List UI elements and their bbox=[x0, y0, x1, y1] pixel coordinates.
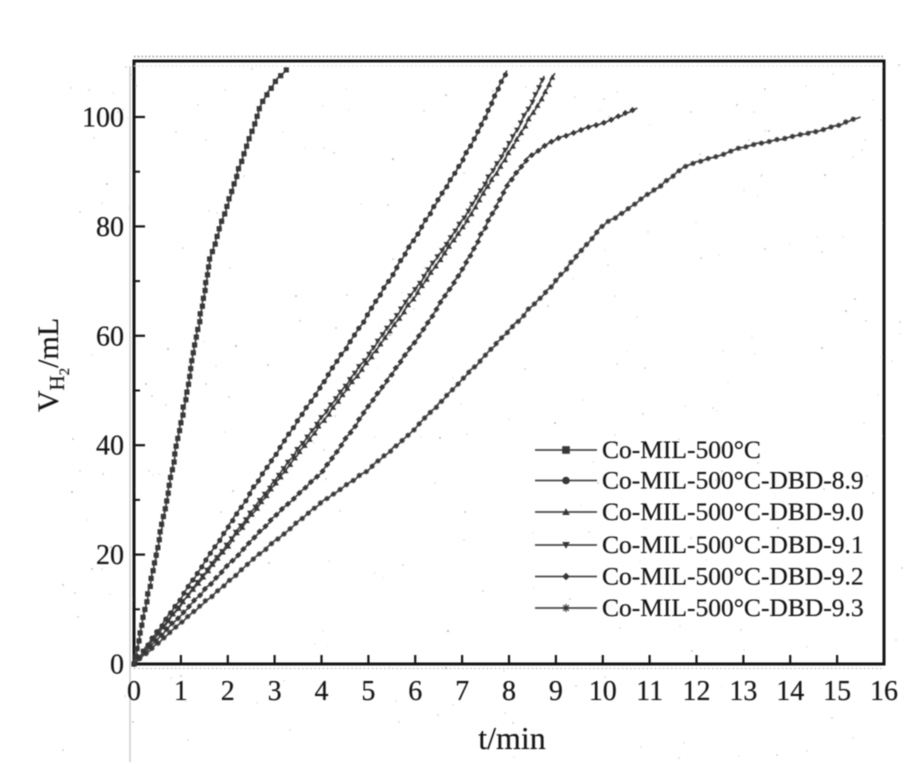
svg-text:2: 2 bbox=[221, 676, 235, 707]
svg-text:15: 15 bbox=[823, 676, 851, 707]
svg-text:6: 6 bbox=[408, 676, 422, 707]
svg-text:14: 14 bbox=[776, 676, 804, 707]
svg-text:Co-MIL-500°C-DBD-9.2: Co-MIL-500°C-DBD-9.2 bbox=[602, 562, 864, 591]
svg-text:5: 5 bbox=[361, 676, 375, 707]
svg-text:0: 0 bbox=[110, 650, 124, 681]
svg-text:4: 4 bbox=[315, 676, 329, 707]
svg-text:Co-MIL-500°C-DBD-9.3: Co-MIL-500°C-DBD-9.3 bbox=[602, 593, 864, 622]
svg-text:1: 1 bbox=[174, 676, 188, 707]
svg-text:60: 60 bbox=[96, 321, 124, 352]
svg-text:0: 0 bbox=[127, 676, 141, 707]
svg-text:Co-MIL-500°C-DBD-8.9: Co-MIL-500°C-DBD-8.9 bbox=[602, 466, 864, 495]
svg-text:3: 3 bbox=[268, 676, 282, 707]
svg-text:80: 80 bbox=[96, 212, 124, 243]
svg-text:9: 9 bbox=[549, 676, 563, 707]
svg-text:16: 16 bbox=[870, 676, 898, 707]
svg-text:t/min: t/min bbox=[478, 720, 546, 756]
svg-text:11: 11 bbox=[636, 676, 663, 707]
svg-text:10: 10 bbox=[589, 676, 617, 707]
svg-text:7: 7 bbox=[455, 676, 469, 707]
svg-text:13: 13 bbox=[729, 676, 757, 707]
svg-text:Co-MIL-500°C-DBD-9.0: Co-MIL-500°C-DBD-9.0 bbox=[602, 497, 864, 526]
svg-text:100: 100 bbox=[82, 103, 124, 134]
svg-text:Co-MIL-500°C-DBD-9.1: Co-MIL-500°C-DBD-9.1 bbox=[602, 530, 864, 559]
svg-text:20: 20 bbox=[96, 540, 124, 571]
svg-text:Co-MIL-500°C: Co-MIL-500°C bbox=[602, 435, 761, 464]
svg-text:12: 12 bbox=[683, 676, 711, 707]
svg-text:8: 8 bbox=[502, 676, 516, 707]
svg-text:40: 40 bbox=[96, 431, 124, 462]
